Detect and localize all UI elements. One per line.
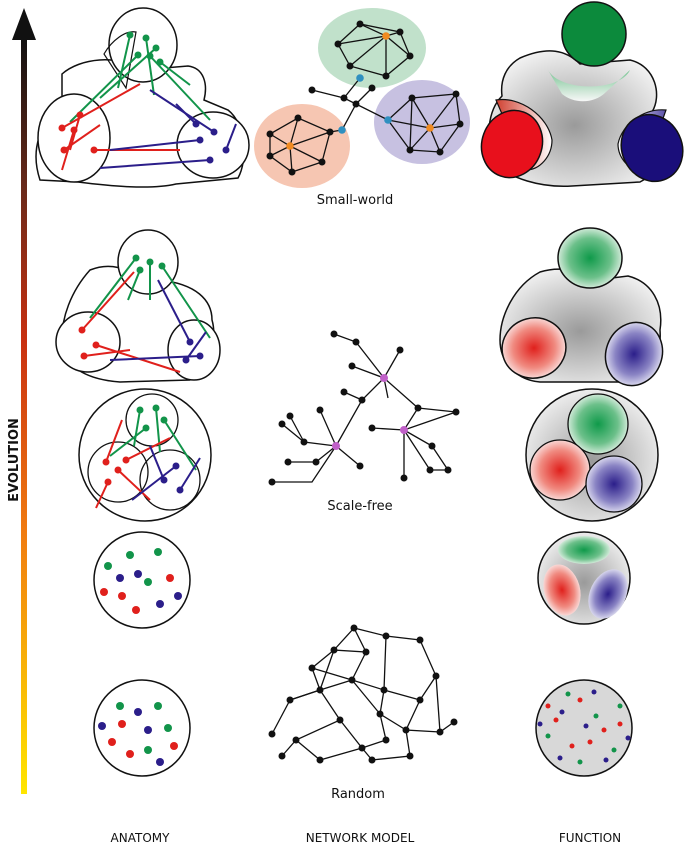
network-random: [268, 624, 458, 764]
anatomy-early: [93, 531, 191, 629]
evolution-arrow: [12, 8, 36, 794]
function-small-world: [480, 1, 684, 187]
function-random: [535, 679, 633, 777]
network-scale-free: [268, 330, 460, 486]
function-intermediate-1: [525, 388, 659, 522]
column-function: FUNCTION: [559, 831, 621, 845]
anatomy-intermediate-2: [55, 229, 221, 383]
column-anatomy: ANATOMY: [111, 831, 171, 845]
function-intermediate-2: [499, 227, 664, 387]
anatomy-small-world: [35, 7, 250, 188]
label-scale-free: Scale-free: [327, 499, 392, 514]
label-small-world: Small-world: [317, 193, 394, 208]
column-network-model: NETWORK MODEL: [306, 831, 415, 845]
function-early: [537, 531, 631, 625]
anatomy-random: [93, 679, 191, 777]
anatomy-intermediate-1: [78, 388, 212, 522]
evolution-axis-label: EVOLUTION: [7, 418, 22, 502]
label-random: Random: [331, 787, 385, 802]
network-small-world: [254, 8, 470, 188]
